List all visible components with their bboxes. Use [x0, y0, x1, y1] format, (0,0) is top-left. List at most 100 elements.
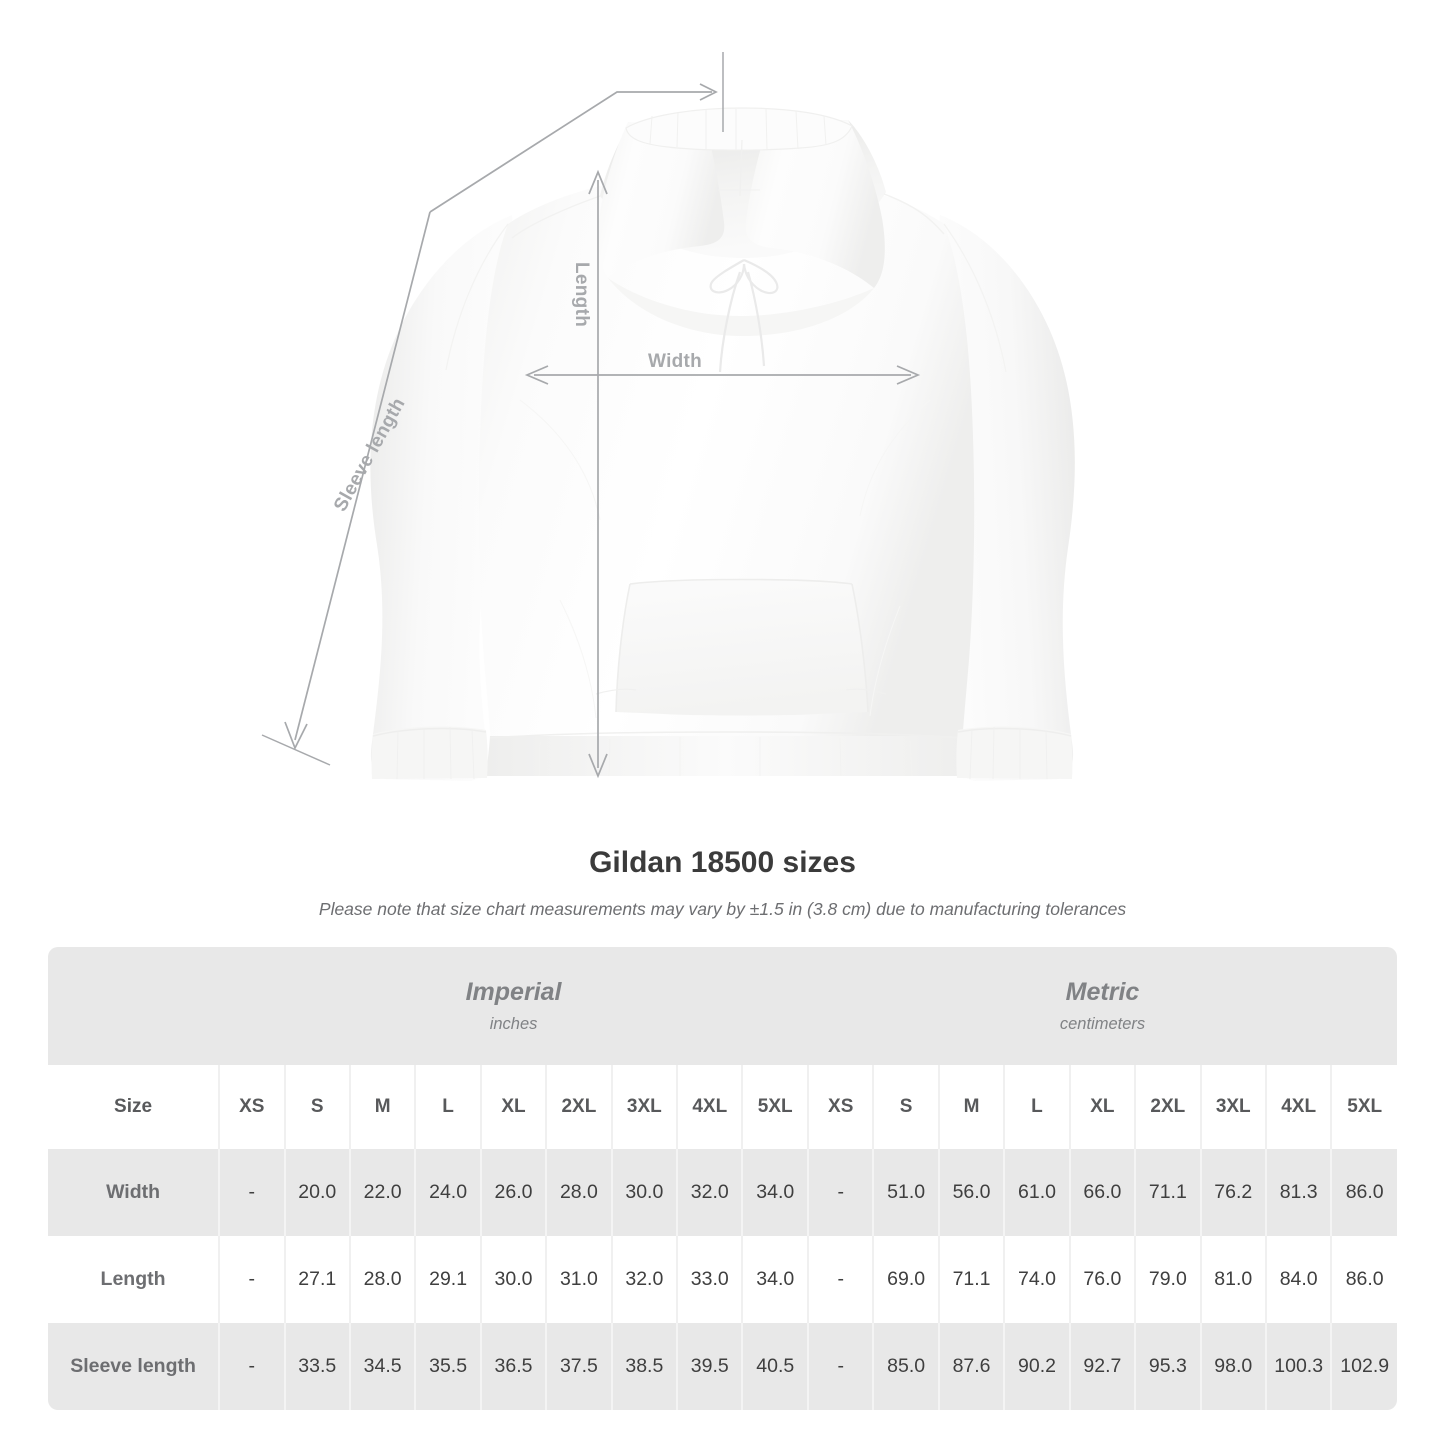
unit-group-imperial: Imperial inches — [219, 947, 808, 1065]
cell-length-imperial-xs: - — [218, 1236, 285, 1323]
size-col-imperial-s: S — [283, 1065, 350, 1149]
row-label-sleeve-length: Sleeve length — [48, 1323, 220, 1410]
size-col-metric-l: L — [1003, 1065, 1070, 1149]
cell-sleeve-metric-2xl: 95.3 — [1134, 1323, 1201, 1410]
cell-width-imperial-s: 20.0 — [283, 1149, 350, 1236]
cell-width-metric-xs: - — [806, 1149, 874, 1236]
size-col-metric-3xl: 3XL — [1199, 1065, 1266, 1149]
cell-sleeve-imperial-xs: - — [218, 1323, 285, 1410]
size-col-metric-2xl: 2XL — [1134, 1065, 1201, 1149]
cell-width-imperial-2xl: 28.0 — [545, 1149, 612, 1236]
cell-width-metric-5xl: 86.0 — [1330, 1149, 1397, 1236]
unit-group-imperial-sub: inches — [489, 1015, 538, 1034]
size-col-metric-xl: XL — [1068, 1065, 1136, 1149]
cell-length-metric-l: 74.0 — [1003, 1236, 1070, 1323]
cell-sleeve-metric-xl: 92.7 — [1068, 1323, 1136, 1410]
cell-width-metric-xl: 66.0 — [1068, 1149, 1136, 1236]
size-col-metric-xs: XS — [806, 1065, 874, 1149]
sleeve-top-leader — [429, 52, 724, 213]
cell-length-metric-3xl: 81.0 — [1199, 1236, 1266, 1323]
unit-banner-spacer — [48, 947, 220, 1065]
tolerance-note: Please note that size chart measurements… — [318, 899, 1127, 919]
page-title: Gildan 18500 sizes — [589, 846, 856, 879]
size-col-imperial-5xl: 5XL — [741, 1065, 808, 1149]
row-label-width: Width — [48, 1149, 220, 1236]
cell-width-metric-l: 61.0 — [1003, 1149, 1070, 1236]
cell-sleeve-imperial-2xl: 37.5 — [545, 1323, 612, 1410]
cell-length-imperial-m: 28.0 — [348, 1236, 416, 1323]
cell-sleeve-metric-l: 90.2 — [1003, 1323, 1070, 1410]
table-row: Width - 20.0 22.0 24.0 26.0 28.0 30.0 32… — [48, 1149, 1397, 1236]
cell-length-imperial-3xl: 32.0 — [610, 1236, 678, 1323]
cell-width-imperial-3xl: 30.0 — [610, 1149, 678, 1236]
cell-length-metric-4xl: 84.0 — [1264, 1236, 1332, 1323]
cell-width-imperial-4xl: 32.0 — [676, 1149, 743, 1236]
cell-sleeve-metric-m: 87.6 — [937, 1323, 1005, 1410]
cell-width-metric-3xl: 76.2 — [1199, 1149, 1266, 1236]
table-row: Length - 27.1 28.0 29.1 30.0 31.0 32.0 3… — [48, 1236, 1397, 1323]
size-col-imperial-m: M — [348, 1065, 416, 1149]
cell-length-imperial-s: 27.1 — [283, 1236, 350, 1323]
size-col-imperial-l: L — [414, 1065, 481, 1149]
cell-length-imperial-l: 29.1 — [414, 1236, 481, 1323]
unit-group-metric: Metric centimeters — [808, 947, 1397, 1065]
title-block: Gildan 18500 sizes Please note that size… — [0, 845, 1445, 921]
cell-sleeve-imperial-m: 34.5 — [348, 1323, 416, 1410]
cell-width-metric-4xl: 81.3 — [1264, 1149, 1332, 1236]
size-col-imperial-xl: XL — [479, 1065, 547, 1149]
unit-group-imperial-name: Imperial — [465, 977, 562, 1006]
size-table-container: Imperial inches Metric centimeters Size … — [48, 947, 1397, 1410]
cell-sleeve-metric-5xl: 102.9 — [1330, 1323, 1397, 1410]
cell-sleeve-imperial-4xl: 39.5 — [676, 1323, 743, 1410]
cell-length-metric-2xl: 79.0 — [1134, 1236, 1201, 1323]
cell-length-imperial-2xl: 31.0 — [545, 1236, 612, 1323]
unit-group-metric-name: Metric — [1065, 977, 1140, 1006]
size-col-metric-m: M — [937, 1065, 1005, 1149]
sleeve-length-line — [261, 211, 431, 766]
size-header-row: Size XS S M L XL 2XL 3XL 4XL 5XL XS S M … — [48, 1065, 1397, 1149]
row-label-length: Length — [48, 1236, 220, 1323]
cell-sleeve-metric-s: 85.0 — [872, 1323, 939, 1410]
size-col-imperial-4xl: 4XL — [676, 1065, 743, 1149]
size-col-metric-4xl: 4XL — [1264, 1065, 1332, 1149]
cell-sleeve-imperial-xl: 36.5 — [479, 1323, 547, 1410]
cell-length-imperial-xl: 30.0 — [479, 1236, 547, 1323]
cell-sleeve-imperial-3xl: 38.5 — [610, 1323, 678, 1410]
cell-length-metric-m: 71.1 — [937, 1236, 1005, 1323]
cell-length-metric-5xl: 86.0 — [1330, 1236, 1397, 1323]
cell-sleeve-metric-4xl: 100.3 — [1264, 1323, 1332, 1410]
size-col-imperial-3xl: 3XL — [610, 1065, 678, 1149]
length-line — [588, 169, 608, 779]
cell-length-imperial-4xl: 33.0 — [676, 1236, 743, 1323]
width-line — [524, 365, 921, 385]
size-header-label: Size — [48, 1065, 220, 1149]
cell-sleeve-imperial-s: 33.5 — [283, 1323, 350, 1410]
cell-sleeve-metric-3xl: 98.0 — [1199, 1323, 1266, 1410]
size-table: Imperial inches Metric centimeters Size … — [48, 947, 1397, 1410]
unit-group-metric-sub: centimeters — [1059, 1015, 1146, 1034]
unit-banner-row: Imperial inches Metric centimeters — [48, 947, 1397, 1065]
length-dimension-label: Length — [571, 262, 592, 328]
size-col-imperial-2xl: 2XL — [545, 1065, 612, 1149]
cell-length-metric-xs: - — [806, 1236, 874, 1323]
size-col-metric-s: S — [872, 1065, 939, 1149]
hoodie-illustration — [261, 52, 1075, 781]
cell-sleeve-imperial-5xl: 40.5 — [741, 1323, 808, 1410]
cell-width-imperial-xs: - — [218, 1149, 285, 1236]
cell-length-imperial-5xl: 34.0 — [741, 1236, 808, 1323]
cell-width-imperial-xl: 26.0 — [479, 1149, 547, 1236]
cell-length-metric-xl: 76.0 — [1068, 1236, 1136, 1323]
hoodie-shape — [370, 107, 1075, 781]
size-col-metric-5xl: 5XL — [1330, 1065, 1397, 1149]
cell-sleeve-imperial-l: 35.5 — [414, 1323, 481, 1410]
drawstring — [709, 258, 779, 373]
cell-width-imperial-m: 22.0 — [348, 1149, 416, 1236]
cell-width-metric-s: 51.0 — [872, 1149, 939, 1236]
dimension-lines — [261, 52, 921, 779]
cell-width-metric-2xl: 71.1 — [1134, 1149, 1201, 1236]
cell-width-imperial-5xl: 34.0 — [741, 1149, 808, 1236]
table-row: Sleeve length - 33.5 34.5 35.5 36.5 37.5… — [48, 1323, 1397, 1410]
cell-length-metric-s: 69.0 — [872, 1236, 939, 1323]
cell-sleeve-metric-xs: - — [806, 1323, 874, 1410]
